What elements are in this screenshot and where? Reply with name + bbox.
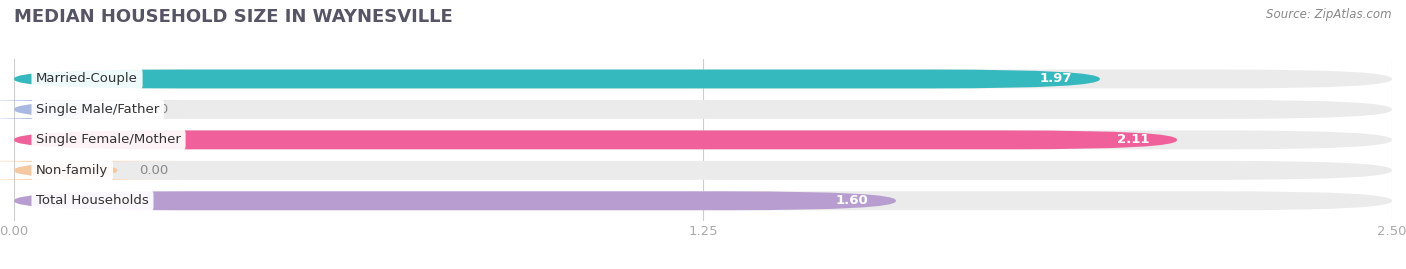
FancyBboxPatch shape <box>14 161 1392 180</box>
FancyBboxPatch shape <box>14 100 1392 119</box>
FancyBboxPatch shape <box>0 161 180 180</box>
FancyBboxPatch shape <box>14 69 1099 89</box>
Text: Non-family: Non-family <box>37 164 108 177</box>
Text: Married-Couple: Married-Couple <box>37 72 138 86</box>
FancyBboxPatch shape <box>14 69 1392 89</box>
Text: 0.00: 0.00 <box>139 103 169 116</box>
Text: 1.60: 1.60 <box>835 194 869 207</box>
Text: 0.00: 0.00 <box>139 164 169 177</box>
FancyBboxPatch shape <box>14 130 1177 149</box>
Text: Single Male/Father: Single Male/Father <box>37 103 159 116</box>
Text: MEDIAN HOUSEHOLD SIZE IN WAYNESVILLE: MEDIAN HOUSEHOLD SIZE IN WAYNESVILLE <box>14 8 453 26</box>
FancyBboxPatch shape <box>14 191 1392 210</box>
Text: Single Female/Mother: Single Female/Mother <box>37 133 181 146</box>
Text: Total Households: Total Households <box>37 194 149 207</box>
Text: 1.97: 1.97 <box>1040 72 1073 86</box>
Text: Source: ZipAtlas.com: Source: ZipAtlas.com <box>1267 8 1392 21</box>
Text: 2.11: 2.11 <box>1116 133 1150 146</box>
FancyBboxPatch shape <box>14 191 896 210</box>
FancyBboxPatch shape <box>14 130 1392 149</box>
FancyBboxPatch shape <box>0 100 180 119</box>
